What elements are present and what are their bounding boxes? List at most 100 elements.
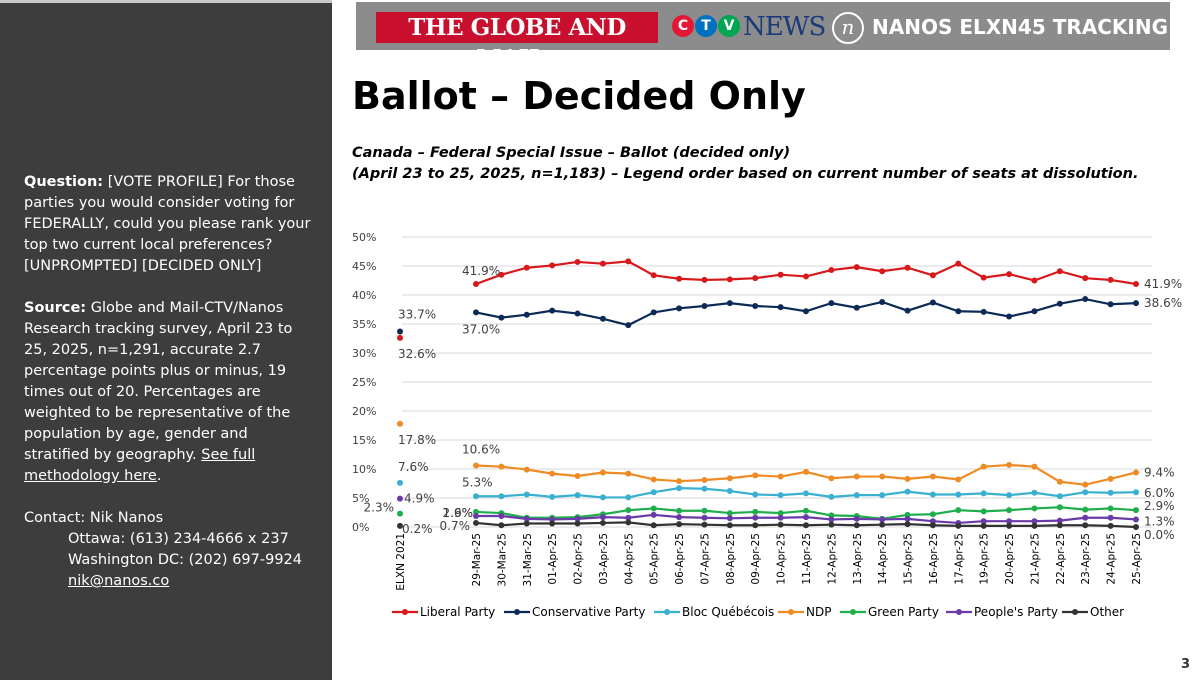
data-point-people-s-party: [701, 514, 708, 521]
ballot-line-chart: 0% 5% 10% 15% 20% 25% 30% 35% 40% 45% 50% ELXN 202…: [352, 231, 1182, 619]
x-tick-label: 08-Apr-25: [725, 533, 737, 585]
data-point-ndp: [650, 476, 657, 483]
data-point-green-party: [726, 510, 733, 517]
baseline-point-other: [397, 522, 403, 529]
data-point-liberal-party: [904, 264, 911, 271]
data-point-bloc-qu-b-cois: [701, 485, 708, 492]
data-point-other: [879, 521, 886, 528]
data-point-bloc-qu-b-cois: [803, 490, 809, 497]
data-point-liberal-party: [676, 275, 683, 282]
data-point-liberal-party: [523, 264, 530, 271]
data-point-conservative-party: [955, 308, 962, 315]
data-point-liberal-party: [498, 271, 505, 278]
data-point-bloc-qu-b-cois: [523, 491, 530, 498]
data-point-conservative-party: [498, 314, 505, 321]
x-tick-label: 23-Apr-25: [1080, 533, 1092, 585]
chart-series: [397, 258, 1139, 530]
data-point-bloc-qu-b-cois: [650, 489, 657, 496]
data-label-first: 1.9%: [443, 506, 474, 520]
methodology-link[interactable]: See full methodology here: [24, 447, 256, 484]
ottawa-phone: Ottawa: (613) 234-4666 x 237: [68, 531, 289, 547]
data-point-ndp: [777, 473, 784, 480]
data-point-bloc-qu-b-cois: [1107, 489, 1114, 496]
data-point-conservative-party: [523, 311, 530, 318]
data-point-other: [676, 521, 683, 528]
data-point-ndp: [853, 473, 860, 480]
data-point-ndp: [1031, 463, 1038, 470]
data-point-liberal-party: [853, 264, 860, 271]
data-point-other: [955, 522, 962, 529]
data-point-bloc-qu-b-cois: [828, 493, 835, 500]
data-point-people-s-party: [853, 515, 860, 522]
data-point-bloc-qu-b-cois: [1006, 492, 1013, 499]
data-point-bloc-qu-b-cois: [1031, 489, 1038, 496]
data-point-conservative-party: [1031, 308, 1038, 315]
data-point-bloc-qu-b-cois: [752, 491, 759, 498]
data-point-people-s-party: [904, 515, 911, 522]
legend-label-conservative-party: Conservative Party: [532, 605, 645, 619]
y-tick-label: 50%: [352, 231, 376, 244]
data-point-liberal-party: [980, 274, 987, 281]
data-point-conservative-party: [1133, 300, 1139, 307]
data-label-baseline: 33.7%: [398, 308, 436, 322]
data-point-conservative-party: [599, 315, 606, 322]
data-point-people-s-party: [574, 515, 581, 522]
data-point-liberal-party: [549, 262, 556, 269]
contact-block: Contact: Nik Nanos Ottawa: (613) 234-466…: [24, 508, 316, 592]
data-point-other: [549, 520, 556, 527]
data-point-green-party: [650, 505, 657, 512]
data-label-last: 41.9%: [1144, 277, 1182, 291]
subtitle-line-1: Canada – Federal Special Issue – Ballot …: [352, 145, 791, 161]
data-point-liberal-party: [752, 275, 759, 282]
data-point-bloc-qu-b-cois: [853, 492, 860, 499]
data-label-first: 10.6%: [462, 443, 500, 457]
x-tick-label: 10-Apr-25: [776, 533, 788, 585]
data-point-conservative-party: [904, 307, 911, 314]
y-tick-label: 40%: [352, 289, 376, 302]
email-link[interactable]: nik@nanos.co: [68, 573, 170, 589]
y-tick-label: 35%: [352, 318, 376, 331]
x-tick-label: 22-Apr-25: [1055, 533, 1067, 585]
data-point-other: [1031, 522, 1038, 529]
baseline-point-ndp: [397, 420, 403, 427]
data-point-green-party: [929, 511, 936, 518]
data-point-ndp: [599, 469, 606, 476]
data-point-ndp: [904, 475, 911, 482]
data-point-conservative-party: [549, 307, 556, 314]
ctv-news-logo: C T V NEWS: [672, 14, 826, 41]
data-point-bloc-qu-b-cois: [473, 493, 479, 500]
partner-banner: THE GLOBE AND MAIL ✦ C T V NEWS n NANOS ELXN…: [356, 2, 1170, 72]
data-point-other: [625, 519, 632, 526]
data-point-ndp: [676, 478, 683, 485]
data-point-conservative-party: [574, 310, 581, 317]
data-label-first: 0.7%: [440, 519, 471, 533]
data-point-ndp: [523, 466, 530, 473]
y-tick-label: 0%: [352, 521, 369, 534]
data-point-other: [701, 521, 708, 528]
washington-phone: Washington DC: (202) 697-9924: [68, 552, 303, 568]
data-point-ndp: [625, 470, 632, 477]
chart-gridlines: [402, 236, 1152, 528]
data-point-ndp: [803, 468, 809, 475]
source-text: Globe and Mail-CTV/Nanos Research tracki…: [24, 300, 293, 463]
data-point-conservative-party: [650, 309, 657, 316]
x-tick-label: 03-Apr-25: [598, 533, 610, 585]
data-point-other: [599, 519, 606, 526]
data-point-other: [1133, 524, 1139, 530]
legend-marker-green-party: [850, 609, 856, 615]
data-label-baseline: 4.9%: [404, 492, 435, 506]
x-tick-label: 30-Mar-25: [496, 533, 508, 586]
legend-label-green-party: Green Party: [868, 605, 939, 619]
data-point-ndp: [1133, 469, 1139, 476]
data-point-bloc-qu-b-cois: [726, 488, 733, 495]
methodology-period: .: [156, 468, 162, 484]
data-label-first: 5.3%: [462, 475, 493, 489]
data-label-first: 37.0%: [462, 322, 500, 336]
baseline-point-green-party: [397, 510, 403, 517]
data-point-other: [777, 521, 784, 528]
data-point-people-s-party: [1133, 516, 1139, 523]
data-point-other: [1006, 522, 1013, 529]
x-tick-label: 09-Apr-25: [750, 533, 762, 585]
data-point-people-s-party: [650, 511, 657, 518]
data-point-people-s-party: [599, 514, 606, 521]
